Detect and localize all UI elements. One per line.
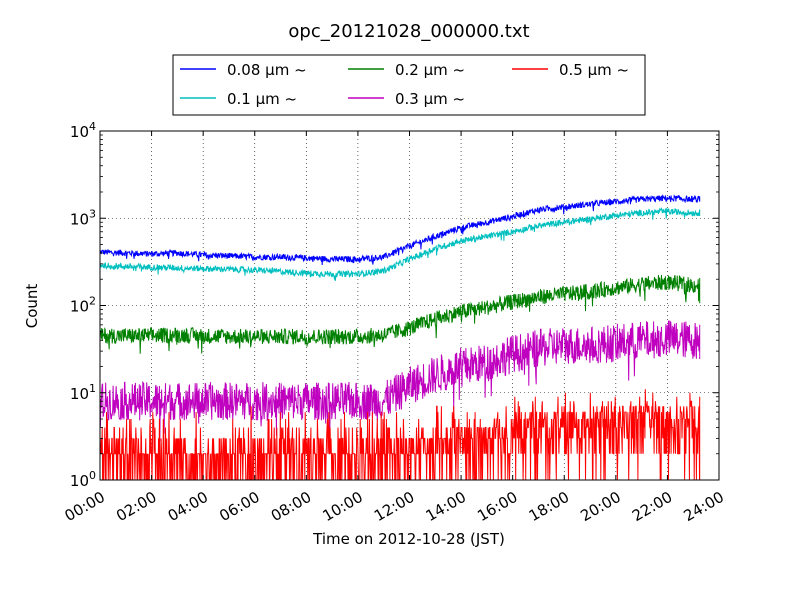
y-tick-label: 102 [70,295,96,316]
series-line [99,389,701,481]
legend-label: 0.1 μm ~ [227,90,297,108]
tick-layer [99,130,720,481]
legend-label: 0.3 μm ~ [395,90,465,108]
y-tick-label: 104 [70,120,96,141]
y-tick-labels: 100 101 102 103 104 [70,120,96,490]
series-line [99,274,701,354]
series-line [99,207,701,282]
series-layer [99,194,701,481]
y-tick-label: 100 [70,469,96,490]
legend-label: 0.08 μm ~ [227,61,307,79]
legend-items: 0.08 μm ~ 0.1 μm ~ 0.2 μm ~ 0.3 μm ~ 0.5 μm … [180,61,629,108]
y-tick-label: 103 [70,207,96,228]
legend-box [172,54,646,116]
y-axis-label: Count [23,284,41,329]
legend-label: 0.2 μm ~ [395,61,465,79]
chart-title: opc_20121028_000000.txt [288,21,529,42]
series-line [99,194,701,266]
y-tick-label: 101 [70,382,96,403]
legend-label: 0.5 μm ~ [559,61,629,79]
legend: 0.08 μm ~ 0.1 μm ~ 0.2 μm ~ 0.3 μm ~ 0.5 μm … [172,54,646,116]
x-axis-label: Time on 2012-10-28 (JST) [312,530,505,548]
series-line [99,320,701,442]
